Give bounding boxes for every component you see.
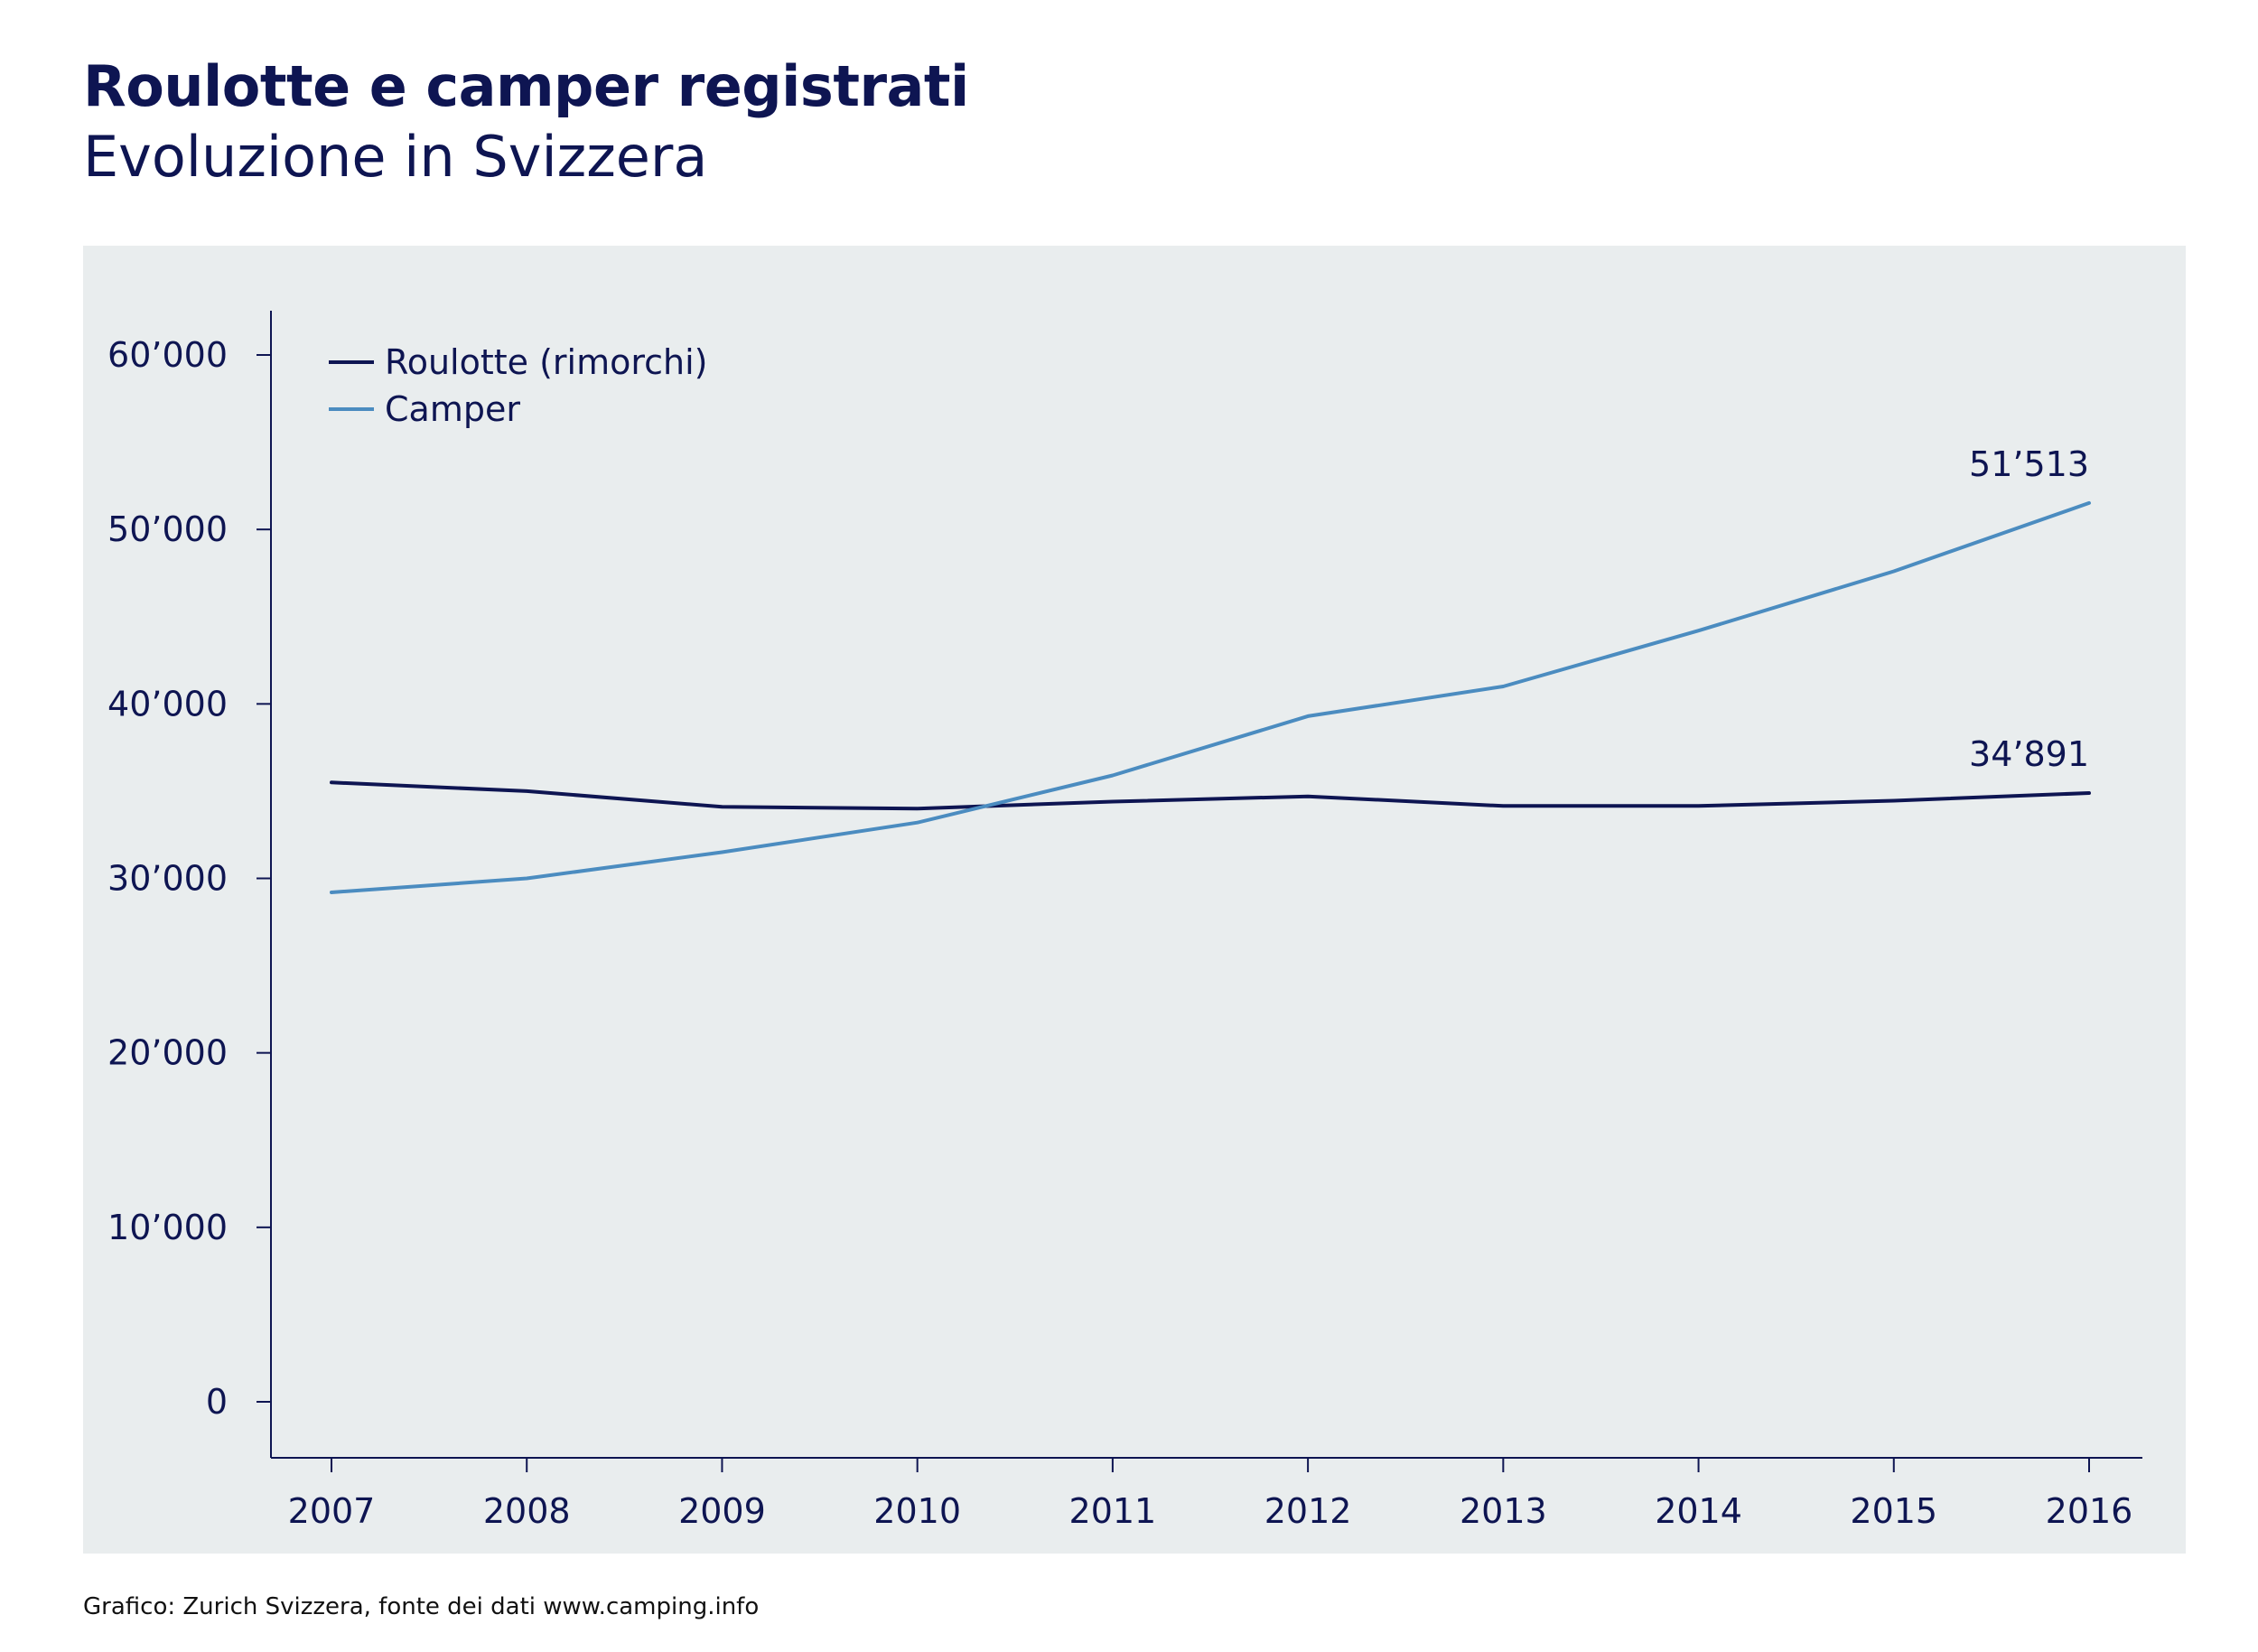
x-tick-label: 2012 <box>1264 1491 1352 1531</box>
y-tick-label: 60’000 <box>107 335 228 375</box>
x-tick-label: 2011 <box>1069 1491 1157 1531</box>
chart-subtitle: Evoluzione in Svizzera <box>83 124 708 190</box>
legend-label-roulotte: Roulotte (rimorchi) <box>385 342 708 382</box>
x-tick-label: 2014 <box>1655 1491 1742 1531</box>
source-note: Grafico: Zurich Svizzera, fonte dei dati… <box>83 1593 760 1620</box>
end-label-roulotte: 34’891 <box>1969 734 2089 774</box>
x-tick-label: 2008 <box>483 1491 571 1531</box>
y-tick-label: 50’000 <box>107 509 228 549</box>
x-tick-label: 2015 <box>1850 1491 1937 1531</box>
y-tick-label: 40’000 <box>107 684 228 723</box>
series-line-camper <box>330 500 2091 894</box>
legend-label-camper: Camper <box>385 389 520 429</box>
x-tick-label: 2013 <box>1460 1491 1547 1531</box>
y-tick-label: 30’000 <box>107 859 228 899</box>
x-tick-label: 2016 <box>2046 1491 2133 1531</box>
y-tick-label: 20’000 <box>107 1033 228 1073</box>
series-line-roulotte <box>330 780 2091 811</box>
x-tick-label: 2009 <box>678 1491 766 1531</box>
chart-panel: 0 10’000 20’000 30’000 40’000 50’000 60’000 200… <box>83 246 2186 1554</box>
y-tick-label: 10’000 <box>107 1208 228 1247</box>
x-tick-label: 2010 <box>873 1491 961 1531</box>
x-tick-label: 2007 <box>288 1491 376 1531</box>
end-label-camper: 51’513 <box>1969 444 2089 484</box>
chart-title: Roulotte e camper registrati <box>83 53 969 119</box>
line-chart: 0 10’000 20’000 30’000 40’000 50’000 60’000 200… <box>107 311 2142 1531</box>
y-tick-label: 0 <box>206 1382 228 1422</box>
